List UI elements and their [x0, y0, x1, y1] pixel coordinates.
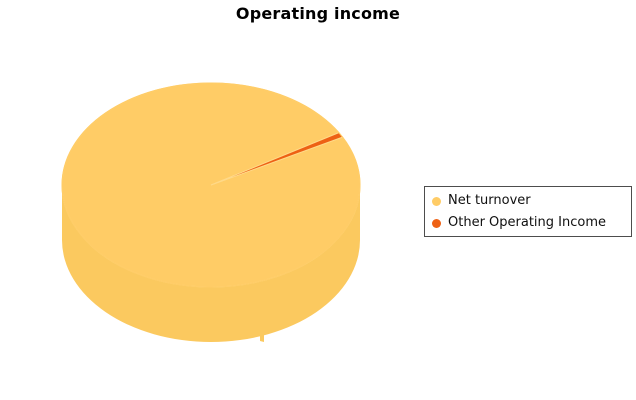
- legend-label-other-operating-income: Other Operating Income: [448, 215, 607, 230]
- pie-graphic: [52, 70, 382, 360]
- legend-swatch-icon-net-turnover: [432, 196, 441, 206]
- legend-label-net-turnover: Net turnover: [448, 193, 531, 208]
- pie-top-rim: [61, 82, 361, 288]
- legend-item-net-turnover[interactable]: Net turnover: [430, 190, 627, 212]
- legend-item-other-operating-income[interactable]: Other Operating Income: [430, 212, 627, 234]
- pie-slice-side-net-turnover: [62, 185, 360, 342]
- chart-legend: Net turnover Other Operating Income: [424, 186, 632, 237]
- pie-svg: [61, 82, 361, 342]
- pie-slice-side-other-operating-income: [260, 286, 264, 342]
- legend-swatch-icon-other-operating-income: [432, 218, 441, 228]
- chart-title: Operating income: [235, 4, 401, 23]
